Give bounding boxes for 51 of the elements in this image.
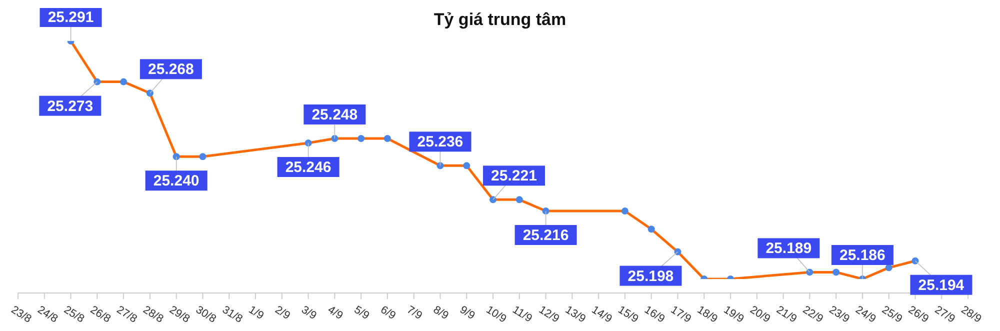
x-tick-label: 24/9 [853,304,878,326]
x-tick-label: 8/9 [431,304,450,322]
x-tick-label: 27/9 [932,304,958,326]
x-tick-label: 31/8 [220,304,245,326]
data-label: 25.273 [47,98,94,115]
x-tick-label: 18/9 [694,304,720,326]
data-label: 25.216 [522,226,569,244]
x-tick-label: 28/9 [958,304,984,326]
x-tick-label: 10/9 [484,304,508,326]
x-tick-label: 27/8 [114,304,139,326]
x-tick-label: 12/9 [536,304,562,326]
data-label: 25.198 [628,268,674,285]
data-label: 25.236 [417,134,464,151]
data-label: 25.291 [48,8,94,26]
x-tick-label: 26/9 [906,304,931,326]
data-label: 25.248 [312,106,358,124]
x-tick-label: 16/9 [642,304,667,326]
data-label: 25.189 [766,240,812,258]
x-tick-label: 3/9 [299,304,318,322]
x-tick-label: 6/9 [378,304,398,322]
data-label: 25.268 [148,61,194,78]
x-tick-label: 19/9 [721,304,746,326]
data-label: 25.221 [491,168,537,185]
x-tick-label: 1/9 [246,304,266,322]
x-tick-label: 28/8 [140,304,166,326]
x-tick-label: 2/9 [272,304,292,322]
x-tick-label: 7/9 [404,304,424,322]
x-tick-label: 24/8 [35,304,60,326]
x-tick-label: 11/9 [510,304,534,325]
data-label: 25.194 [918,276,965,294]
x-tick-label: 14/9 [589,304,614,326]
chart-title: Tỷ giá trung tâm [434,10,566,29]
x-tick-label: 23/8 [8,304,34,326]
x-tick-label: 9/9 [457,304,477,322]
x-tick-label: 15/9 [616,304,640,326]
x-tick-label: 29/8 [167,304,192,326]
x-tick-label: 4/9 [326,304,345,322]
x-tick-label: 26/8 [88,304,113,326]
x-tick-label: 17/9 [668,304,694,326]
x-tick-label: 21/9 [774,304,799,326]
data-label: 25.240 [153,172,200,190]
x-tick-label: 25/8 [62,304,86,326]
x-tick-label: 25/9 [880,304,904,326]
x-tick-label: 30/8 [194,304,218,326]
x-tick-label: 13/9 [563,304,588,326]
data-label: 25.186 [840,246,886,264]
x-tick-label: 23/9 [826,304,852,326]
x-tick-label: 5/9 [352,304,372,322]
x-tick-label: 22/9 [800,304,826,326]
data-label: 25.246 [285,158,332,176]
x-tick-label: 20/9 [748,304,772,326]
